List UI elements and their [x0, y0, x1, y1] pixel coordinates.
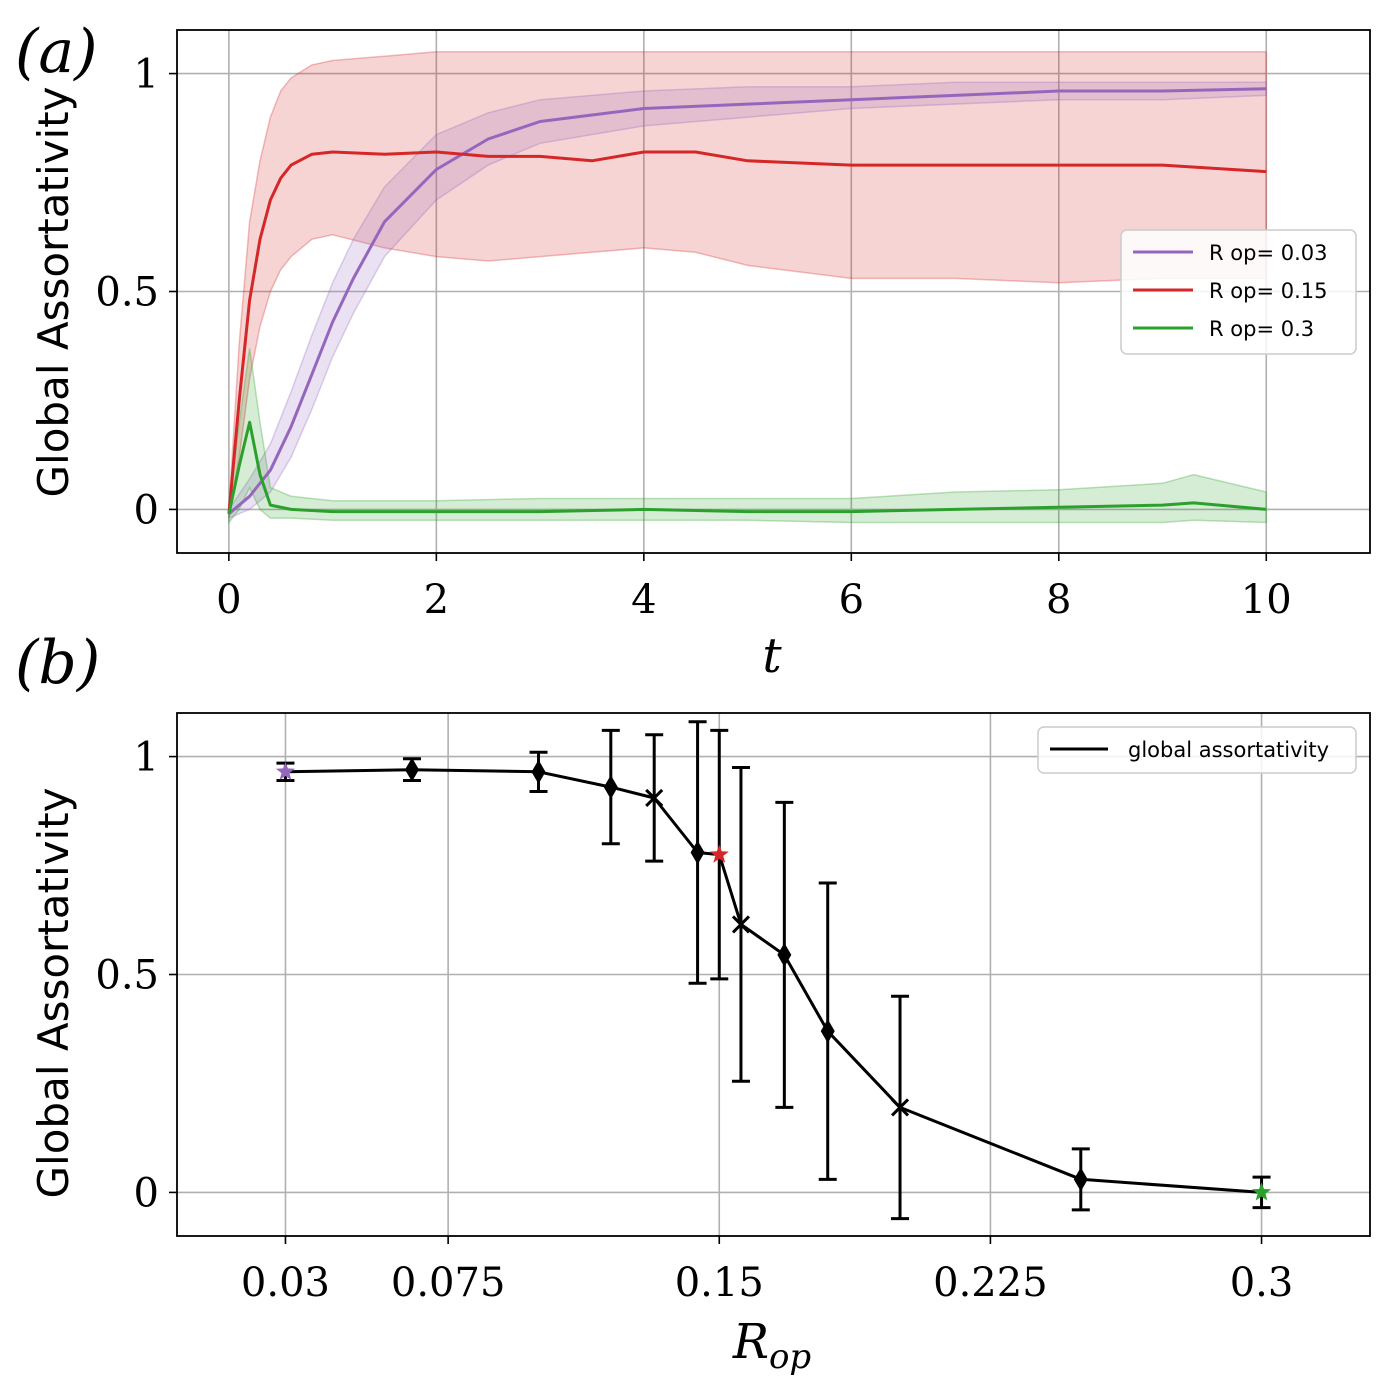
- data-point-star: [709, 844, 729, 863]
- panel-a: (a) 0 2 4 6 8 10 00.51 Global Assortativity t…: [15, 17, 1371, 684]
- series-line-2: [227, 420, 1267, 515]
- panel-b-y-tick-label: 0.5: [95, 953, 159, 999]
- data-point-diamond: [603, 775, 618, 800]
- panel-a-x-tick-label: 4: [631, 577, 656, 623]
- panel-a-lines: [227, 87, 1267, 515]
- panel-b-x-axis-label-sub: op: [769, 1337, 811, 1377]
- data-point-star: [1252, 1182, 1272, 1201]
- panel-b-y-axis-label: Global Assortativity: [29, 788, 78, 1199]
- panel-a-y-tick-label: 0.5: [95, 270, 159, 316]
- legend-box: [1120, 229, 1357, 355]
- panel-b-y-tick-label: 0: [134, 1170, 159, 1216]
- panel-a-x-tick-label: 2: [424, 577, 449, 623]
- data-point-diamond: [820, 1019, 835, 1044]
- panel-a-y-ticks: 00.51: [95, 52, 177, 533]
- panel-b-label: (b): [15, 628, 100, 698]
- data-point-diamond: [690, 840, 705, 865]
- series-band-0: [228, 81, 1268, 520]
- panel-b-y-ticks: 00.51: [95, 735, 177, 1216]
- panel-b-x-tick-label: 0.03: [241, 1260, 330, 1306]
- panel-a-x-tick-label: 6: [839, 577, 864, 623]
- data-point-diamond: [531, 759, 546, 784]
- data-point-diamond: [777, 942, 792, 967]
- panel-a-y-axis-label: Global Assortativity: [29, 87, 78, 498]
- data-point-x: [890, 1098, 910, 1117]
- legend-entry-label: R op= 0.03: [1209, 241, 1327, 265]
- panel-b-legend: global assortativity: [1037, 726, 1357, 774]
- panel-b-x-tick-label: 0.3: [1230, 1260, 1294, 1306]
- panel-b-markers: [275, 757, 1272, 1201]
- panel-b-error-bars: [276, 720, 1271, 1221]
- panel-b-x-axis-label: Rop: [732, 1314, 811, 1377]
- panel-b-y-tick-label: 1: [134, 735, 159, 781]
- data-point-diamond: [1073, 1167, 1088, 1192]
- panel-b-grid: [177, 713, 1370, 1236]
- data-point-x: [731, 915, 751, 934]
- series-band-1: [228, 51, 1268, 519]
- panel-b-x-axis-label-main: R: [732, 1314, 769, 1370]
- panel-a-x-tick-label: 10: [1241, 577, 1292, 623]
- panel-b-x-tick-label: 0.15: [675, 1260, 764, 1306]
- legend-entry-label: R op= 0.3: [1209, 317, 1314, 341]
- legend-entry-label: global assortativity: [1128, 738, 1329, 762]
- panel-a-legend: R op= 0.03 R op= 0.15 R op= 0.3: [1120, 229, 1357, 355]
- data-point-diamond: [404, 757, 419, 782]
- series-line-1: [227, 150, 1267, 514]
- panel-a-x-tick-label: 0: [216, 577, 241, 623]
- panel-a-bands: [228, 51, 1268, 525]
- panel-b-x-tick-label: 0.075: [391, 1260, 506, 1306]
- panel-b-x-tick-label: 0.225: [933, 1260, 1048, 1306]
- panel-a-x-axis-label: t: [762, 628, 782, 684]
- panel-a-x-ticks: 0 2 4 6 8 10: [216, 553, 1292, 623]
- legend-entry-label: R op= 0.15: [1209, 279, 1327, 303]
- panel-b-x-ticks: 0.03 0.075 0.15 0.225 0.3: [241, 1236, 1293, 1306]
- legend-box: [1037, 726, 1357, 774]
- panel-a-x-tick-label: 8: [1046, 577, 1071, 623]
- data-point-star: [275, 761, 295, 780]
- panel-b: (b) 0.03 0.075 0.15 0.225 0.3 00.51 Global A…: [15, 628, 1371, 1377]
- data-point-x: [645, 788, 664, 808]
- panel-a-label: (a): [15, 17, 98, 87]
- panel-a-y-tick-label: 1: [134, 52, 159, 98]
- series-line: [285, 768, 1262, 1194]
- panel-a-y-tick-label: 0: [134, 487, 159, 533]
- panel-b-line: [285, 768, 1262, 1194]
- series-band-2: [228, 348, 1268, 525]
